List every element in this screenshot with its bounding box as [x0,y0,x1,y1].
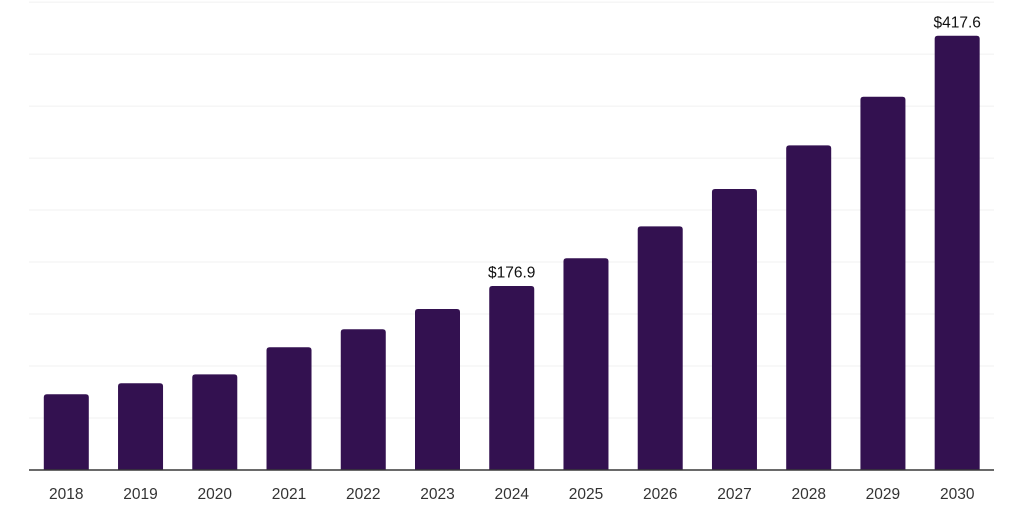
bar-2021 [266,347,312,470]
bar-2025 [563,258,609,470]
bar-2020 [192,374,238,470]
x-tick-label-2023: 2023 [420,486,454,503]
value-label-2030: $417.6 [933,14,980,31]
bar-2027 [711,189,757,470]
bar-2019 [118,383,164,470]
bar-2028 [786,145,832,471]
bar-2018 [43,394,89,470]
bar-2024 [489,286,535,470]
x-tick-label-2026: 2026 [643,486,677,503]
x-tick-label-2025: 2025 [569,486,603,503]
bar-2026 [637,226,683,470]
x-tick-label-2030: 2030 [940,486,975,503]
x-tick-label-2021: 2021 [272,486,306,503]
bar-2022 [340,329,386,470]
value-label-2024: $176.9 [488,265,535,282]
x-tick-label-2018: 2018 [49,486,83,503]
x-tick-label-2029: 2029 [866,486,900,503]
x-tick-label-2027: 2027 [717,486,751,503]
bar-2023 [415,309,460,470]
x-tick-label-2019: 2019 [123,486,157,503]
x-tick-label-2024: 2024 [494,486,529,503]
x-tick-label-2022: 2022 [346,486,380,503]
x-tick-label-2020: 2020 [198,486,233,503]
x-tick-label-2028: 2028 [791,486,825,503]
bar-2029 [860,96,906,470]
bar-2030 [934,35,980,471]
